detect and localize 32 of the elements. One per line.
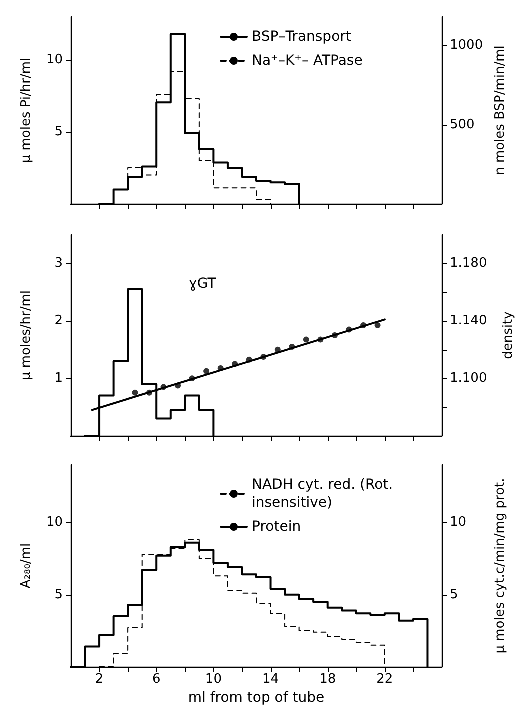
x-tick-label: 2 bbox=[95, 672, 104, 687]
y-tick-label: 10 bbox=[46, 52, 63, 68]
y2-axis-title: μ moles cyt.c/min/mg prot. bbox=[493, 478, 508, 654]
y-tick-label: 5 bbox=[54, 587, 63, 602]
y2-axis-title: n moles BSP/min/ml bbox=[493, 46, 508, 176]
text: ɣGT bbox=[189, 276, 217, 292]
legend-label: Protein bbox=[252, 519, 302, 535]
legend-label: Na⁺–K⁺– ATPase bbox=[252, 53, 363, 69]
y-tick-label: 3 bbox=[54, 256, 63, 272]
x-tick-label: 22 bbox=[376, 672, 394, 687]
y-tick-label: 5 bbox=[54, 124, 63, 140]
y2-tick-label: 1.140 bbox=[450, 314, 488, 329]
y2-tick-label: 1.100 bbox=[450, 371, 488, 386]
y2-tick-label: 1.180 bbox=[450, 256, 488, 272]
x-axis-title: ml from top of tube bbox=[188, 690, 325, 706]
y2-tick-label: 10 bbox=[450, 515, 467, 530]
x-tick-label: 6 bbox=[152, 672, 161, 687]
y-axis-title: μ moles Pi/hr/ml bbox=[19, 58, 34, 164]
x-tick-label: 14 bbox=[262, 672, 280, 687]
y-tick-label: 1 bbox=[54, 371, 63, 386]
legend-label: NADH cyt. red. (Rot. insensitive) bbox=[252, 477, 398, 511]
y-tick-label: 10 bbox=[46, 515, 63, 530]
y-axis-title: μ moles/hr/ml bbox=[19, 290, 34, 381]
y2-axis-title: density bbox=[501, 311, 516, 360]
y2-tick-label: 1000 bbox=[450, 38, 484, 54]
legend-label: BSP–Transport bbox=[252, 29, 352, 45]
y2-tick-label: 500 bbox=[450, 117, 475, 132]
x-tick-label: 18 bbox=[320, 672, 336, 687]
y-axis-title: A₂₈₀/ml bbox=[19, 543, 34, 589]
x-tick-label: 10 bbox=[205, 672, 222, 687]
y-tick-label: 2 bbox=[54, 314, 63, 329]
y2-tick-label: 5 bbox=[450, 587, 458, 602]
